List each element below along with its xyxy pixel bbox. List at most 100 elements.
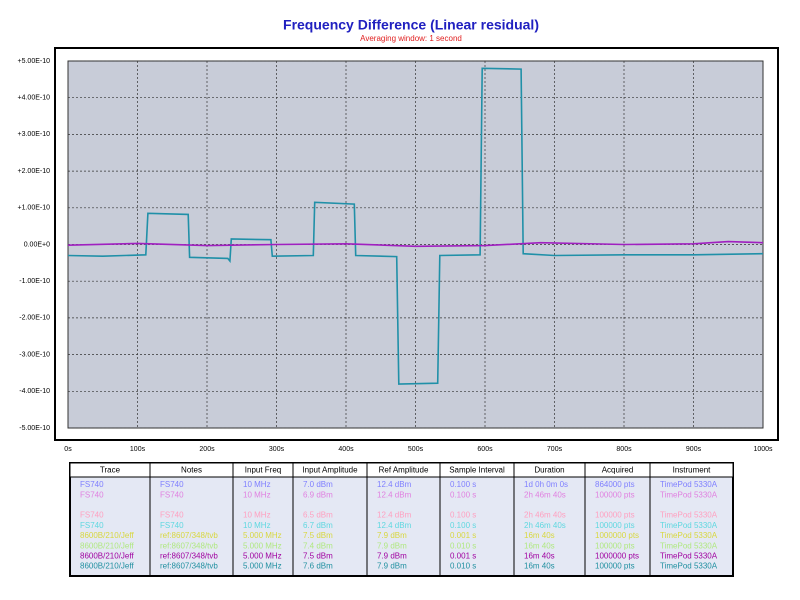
- y-tick-label: +3.00E-10: [18, 131, 51, 138]
- table-cell: 1d 0h 0m 0s: [524, 480, 568, 489]
- table-cell: 100000 pts: [595, 562, 635, 571]
- table-cell: 7.9 dBm: [377, 562, 407, 571]
- table-cell: 0.100 s: [450, 521, 476, 530]
- table-cell: ref:8607/348/tvb: [160, 552, 218, 561]
- table-cell: 5.000 MHz: [243, 562, 282, 571]
- table-cell: TimePod 5330A: [660, 562, 718, 571]
- x-tick-label: 200s: [199, 446, 215, 453]
- x-tick-label: 800s: [616, 446, 632, 453]
- table-cell: TimePod 5330A: [660, 511, 718, 520]
- table-cell: 8600B/210/Jeff: [80, 562, 134, 571]
- column-header: Notes: [181, 466, 202, 475]
- y-tick-label: +4.00E-10: [18, 95, 51, 102]
- table-cell: 12.4 dBm: [377, 480, 412, 489]
- table-cell: FS740: [160, 490, 184, 499]
- table-cell: 16m 40s: [524, 562, 555, 571]
- table-cell: 12.4 dBm: [377, 521, 412, 530]
- table-cell: 0.100 s: [450, 490, 476, 499]
- table-cell: TimePod 5330A: [660, 552, 718, 561]
- table-cell: 2h 46m 40s: [524, 490, 566, 499]
- table-cell: 7.5 dBm: [303, 531, 333, 540]
- table-cell: FS740: [160, 521, 184, 530]
- chart-subtitle: Averaging window: 1 second: [360, 34, 462, 43]
- x-tick-label: 1000s: [753, 446, 773, 453]
- table-cell: TimePod 5330A: [660, 521, 718, 530]
- table-cell: FS740: [80, 480, 104, 489]
- table-cell: ref:8607/348/tvb: [160, 541, 218, 550]
- table-cell: 6.7 dBm: [303, 521, 333, 530]
- table-header-bg: [69, 462, 734, 478]
- x-tick-label: 600s: [477, 446, 493, 453]
- table-cell: 0.100 s: [450, 511, 476, 520]
- table-cell: TimePod 5330A: [660, 480, 718, 489]
- x-tick-label: 300s: [269, 446, 285, 453]
- table-cell: 2h 46m 40s: [524, 511, 566, 520]
- x-tick-label: 400s: [338, 446, 354, 453]
- table-cell: 2h 46m 40s: [524, 521, 566, 530]
- table-cell: 10 MHz: [243, 480, 271, 489]
- y-tick-label: +5.00E-10: [18, 58, 51, 65]
- column-header: Duration: [534, 466, 564, 475]
- y-tick-label: +2.00E-10: [18, 168, 51, 175]
- table-cell: 5.000 MHz: [243, 541, 282, 550]
- table-cell: FS740: [80, 511, 104, 520]
- table-cell: 0.001 s: [450, 552, 476, 561]
- table-cell: 100000 pts: [595, 511, 635, 520]
- column-header: Input Freq: [245, 466, 281, 475]
- table-cell: 100000 pts: [595, 521, 635, 530]
- table-cell: 8600B/210/Jeff: [80, 552, 134, 561]
- table-cell: 8600B/210/Jeff: [80, 531, 134, 540]
- y-tick-label: -2.00E-10: [19, 315, 50, 322]
- table-cell: 12.4 dBm: [377, 511, 412, 520]
- table-cell: 0.010 s: [450, 562, 476, 571]
- table-cell: FS740: [160, 480, 184, 489]
- table-cell: 8600B/210/Jeff: [80, 541, 134, 550]
- column-header: Acquired: [602, 466, 634, 475]
- y-tick-label: -5.00E-10: [19, 425, 50, 432]
- table-cell: 7.9 dBm: [377, 541, 407, 550]
- table-cell: 6.9 dBm: [303, 490, 333, 499]
- table-cell: 100000 pts: [595, 490, 635, 499]
- table-cell: 10 MHz: [243, 521, 271, 530]
- column-header: Sample Interval: [449, 466, 505, 475]
- table-cell: FS740: [80, 521, 104, 530]
- column-header: Trace: [100, 466, 121, 475]
- table-cell: FS740: [160, 511, 184, 520]
- table-cell: 7.0 dBm: [303, 480, 333, 489]
- table-cell: TimePod 5330A: [660, 490, 718, 499]
- x-tick-label: 500s: [408, 446, 424, 453]
- table-cell: 7.6 dBm: [303, 562, 333, 571]
- y-tick-label: -4.00E-10: [19, 388, 50, 395]
- y-tick-label: -1.00E-10: [19, 278, 50, 285]
- table-cell: 0.100 s: [450, 480, 476, 489]
- y-tick-label: -3.00E-10: [19, 351, 50, 358]
- table-cell: 10 MHz: [243, 490, 271, 499]
- table-cell: 10 MHz: [243, 511, 271, 520]
- table-cell: 6.5 dBm: [303, 511, 333, 520]
- table-cell: ref:8607/348/tvb: [160, 562, 218, 571]
- table-cell: 100000 pts: [595, 541, 635, 550]
- table-cell: 0.001 s: [450, 531, 476, 540]
- table-cell: 5.000 MHz: [243, 552, 282, 561]
- table-cell: 5.000 MHz: [243, 531, 282, 540]
- y-tick-label: 0.00E+0: [24, 241, 50, 248]
- y-tick-label: +1.00E-10: [18, 205, 51, 212]
- column-header: Instrument: [673, 466, 712, 475]
- data-line: [67, 67, 764, 385]
- table-cell: 12.4 dBm: [377, 490, 412, 499]
- table-cell: 7.4 dBm: [303, 541, 333, 550]
- data-line: [67, 240, 764, 248]
- table-cell: TimePod 5330A: [660, 531, 718, 540]
- x-tick-label: 0s: [64, 446, 72, 453]
- x-tick-label: 700s: [547, 446, 563, 453]
- table-cell: 0.010 s: [450, 541, 476, 550]
- table-cell: FS740: [80, 490, 104, 499]
- table-cell: 1000000 pts: [595, 552, 639, 561]
- chart-title: Frequency Difference (Linear residual): [283, 17, 539, 33]
- table-cell: 16m 40s: [524, 531, 555, 540]
- table-cell: ref:8607/348/tvb: [160, 531, 218, 540]
- x-tick-label: 900s: [686, 446, 702, 453]
- table-cell: 7.9 dBm: [377, 531, 407, 540]
- table-cell: 7.5 dBm: [303, 552, 333, 561]
- table-cell: 1000000 pts: [595, 531, 639, 540]
